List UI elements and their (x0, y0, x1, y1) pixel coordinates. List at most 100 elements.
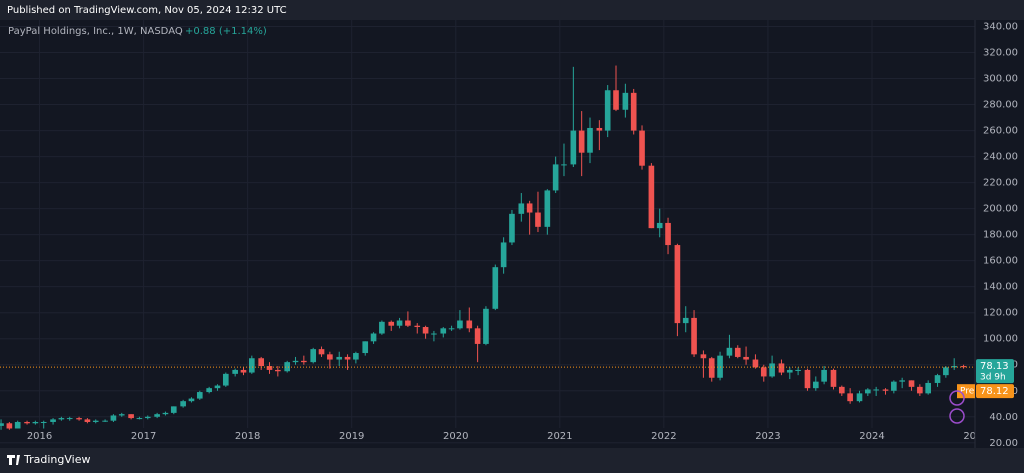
y-tick-label: 140.00 (983, 282, 1018, 293)
y-tick-label: 40.00 (989, 412, 1018, 423)
y-tick-label: 240.00 (983, 152, 1018, 163)
candle-body (578, 130, 585, 153)
candle-body (440, 328, 447, 334)
x-tick-label: 2017 (131, 431, 156, 442)
candle-body (665, 222, 671, 246)
x-tick-label: 2018 (235, 431, 260, 442)
candle-body (310, 349, 317, 363)
header-bar (0, 0, 1024, 20)
candle-body (561, 164, 567, 166)
candle-body (32, 421, 39, 424)
candle-body (188, 398, 195, 402)
candle-body (466, 320, 473, 329)
candle-body (639, 130, 645, 166)
x-tick-label: 2020 (443, 431, 468, 442)
candle-body (214, 385, 221, 389)
y-tick-label: 100.00 (983, 334, 1018, 345)
candle-body (196, 392, 203, 399)
candle-body (362, 341, 369, 354)
candle-body (882, 389, 889, 391)
candle-body (240, 369, 247, 373)
candle-body (812, 381, 819, 389)
candle-body (353, 353, 359, 360)
candle-body (509, 213, 515, 243)
pre-price-label: 78.12 (980, 386, 1009, 397)
y-tick-label: 200.00 (983, 204, 1018, 215)
candle-body (552, 164, 559, 191)
candle-body (838, 386, 845, 394)
candle-body (786, 369, 793, 373)
candle-body (795, 369, 801, 371)
candle-body (318, 349, 325, 355)
candle-body (284, 362, 291, 372)
plot-area: 2016201720182019202020212022202320242025 (0, 20, 989, 444)
candle-body (14, 421, 21, 429)
icon-button[interactable] (949, 390, 965, 406)
candle-body (752, 359, 759, 368)
candle-body (6, 423, 13, 429)
candle-body (743, 356, 749, 360)
x-tick-label: 2019 (339, 431, 364, 442)
candle-body (118, 414, 125, 416)
x-tick-label: 2016 (27, 431, 52, 442)
y-tick-label: 280.00 (983, 100, 1018, 111)
candle-body (40, 421, 47, 423)
candle-body (960, 366, 967, 368)
countdown-label: 3d 9h (980, 373, 1006, 383)
candle-body (630, 92, 637, 131)
candle-body (726, 347, 733, 356)
y-tick-label: 320.00 (983, 48, 1018, 59)
candle-body (873, 389, 879, 391)
candle-body (344, 356, 351, 360)
candle-body (266, 366, 273, 370)
candle-body (925, 382, 931, 394)
footer-bar (0, 448, 1024, 473)
candle-body (544, 190, 551, 227)
candle-body (734, 347, 741, 357)
candle-body (422, 327, 429, 334)
candle-body (0, 423, 4, 426)
candle-body (934, 375, 941, 383)
candle-body (535, 212, 541, 227)
candle-body (336, 356, 343, 360)
candle-body (275, 369, 281, 372)
candle-body (414, 325, 421, 328)
candle-body (66, 418, 73, 420)
y-tick-label: 120.00 (983, 308, 1018, 319)
candle-body (821, 369, 827, 382)
candle-body (292, 360, 299, 363)
candle-body (760, 367, 767, 377)
change-text: +0.88 (+1.14%) (185, 26, 267, 37)
candle-body (162, 412, 169, 415)
candle-body (847, 393, 853, 402)
candle-body (457, 320, 463, 329)
icon-button[interactable] (949, 408, 965, 424)
candle-body (708, 358, 715, 378)
candle-body (180, 401, 186, 407)
candle-body (258, 358, 264, 367)
candle-body (891, 381, 897, 391)
candle-body (856, 393, 863, 402)
candle-body (24, 421, 30, 424)
y-tick-label: 160.00 (983, 256, 1018, 267)
y-tick-label: 20.00 (989, 438, 1018, 449)
header-text: Published on TradingView.com, Nov 05, 20… (7, 5, 287, 16)
candle-body (102, 420, 108, 422)
candle-body (830, 369, 837, 387)
candle-body (170, 406, 177, 413)
candle-body (222, 373, 229, 386)
price-axis: 20.0040.0060.0080.00100.00120.00140.0016… (957, 22, 1018, 449)
candle-body (943, 367, 949, 376)
candle-body (613, 90, 619, 110)
logo (7, 455, 20, 465)
candle-body (370, 333, 377, 342)
candle-body (144, 416, 151, 419)
candle-body (327, 354, 333, 360)
pre-box (957, 384, 975, 399)
candle-body (769, 363, 775, 377)
candle-body (804, 369, 811, 389)
candle-body (405, 320, 411, 326)
candle-body (682, 317, 689, 324)
last-price-label: 78.13 (980, 361, 1009, 372)
x-tick-label: 2021 (547, 431, 572, 442)
